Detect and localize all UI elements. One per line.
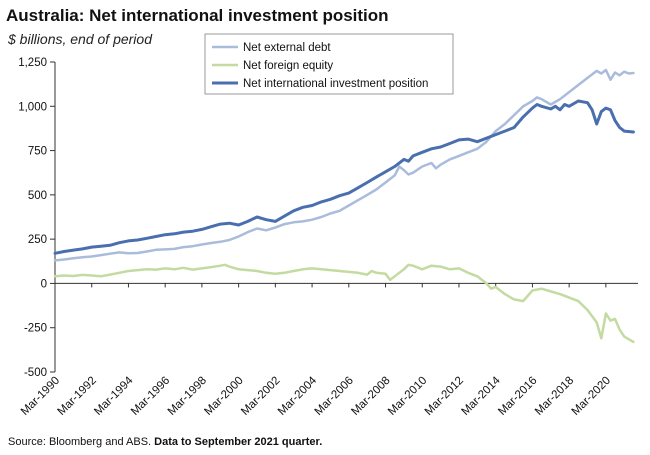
legend-label: Net international investment position: [243, 78, 428, 90]
legend-label: Net external debt: [243, 42, 331, 54]
x-tick-label: Mar-1996: [129, 375, 172, 418]
x-tick-label: Mar-1994: [92, 374, 136, 418]
legend-label: Net foreign equity: [243, 60, 333, 72]
x-tick-label: Mar-1992: [56, 375, 99, 418]
source-bold-text: Data to September 2021 quarter.: [154, 436, 323, 448]
x-tick-label: Mar-2012: [423, 375, 466, 418]
y-tick-label: 750: [28, 146, 47, 158]
source-text: Source: Bloomberg and ABS.: [8, 436, 155, 448]
x-tick-label: Mar-2016: [496, 375, 539, 418]
series-line-2: [53, 263, 635, 344]
x-tick-label: Mar-2000: [202, 375, 245, 418]
x-tick-label: Mar-2002: [239, 375, 282, 418]
x-tick-label: Mar-2018: [533, 375, 576, 418]
x-tick-label: Mar-2020: [570, 375, 613, 418]
chart-subtitle: $ billions, end of period: [8, 31, 152, 47]
legend-box: [204, 33, 454, 95]
y-tick-label: 1,250: [18, 57, 47, 69]
x-tick-label: Mar-2006: [313, 375, 356, 418]
source-note: Source: Bloomberg and ABS. Data to Septe…: [8, 436, 322, 448]
y-tick-label: 500: [28, 190, 47, 202]
y-tick-label: 1,000: [18, 101, 47, 113]
y-tick-label: 250: [28, 234, 47, 246]
chart-title: Australia: Net international investment …: [6, 6, 389, 25]
x-tick-label: Mar-2004: [276, 374, 320, 418]
x-tick-label: Mar-1990: [19, 375, 62, 418]
series-line-1: [53, 68, 635, 262]
x-tick-label: Mar-2014: [460, 374, 504, 418]
y-tick-label: -250: [24, 323, 47, 335]
x-tick-label: Mar-2008: [349, 375, 392, 418]
x-tick-label: Mar-1998: [166, 375, 209, 418]
series-line-3: [53, 99, 635, 255]
y-tick-label: -500: [24, 367, 47, 379]
legend: Net external debt Net foreign equity Net i…: [204, 33, 454, 95]
series-lines: [53, 68, 635, 344]
x-tick-label: Mar-2010: [386, 375, 429, 418]
y-tick-label: 0: [41, 278, 47, 290]
axes: -500-25002505007501,0001,250Mar-1990Mar-…: [18, 57, 638, 418]
